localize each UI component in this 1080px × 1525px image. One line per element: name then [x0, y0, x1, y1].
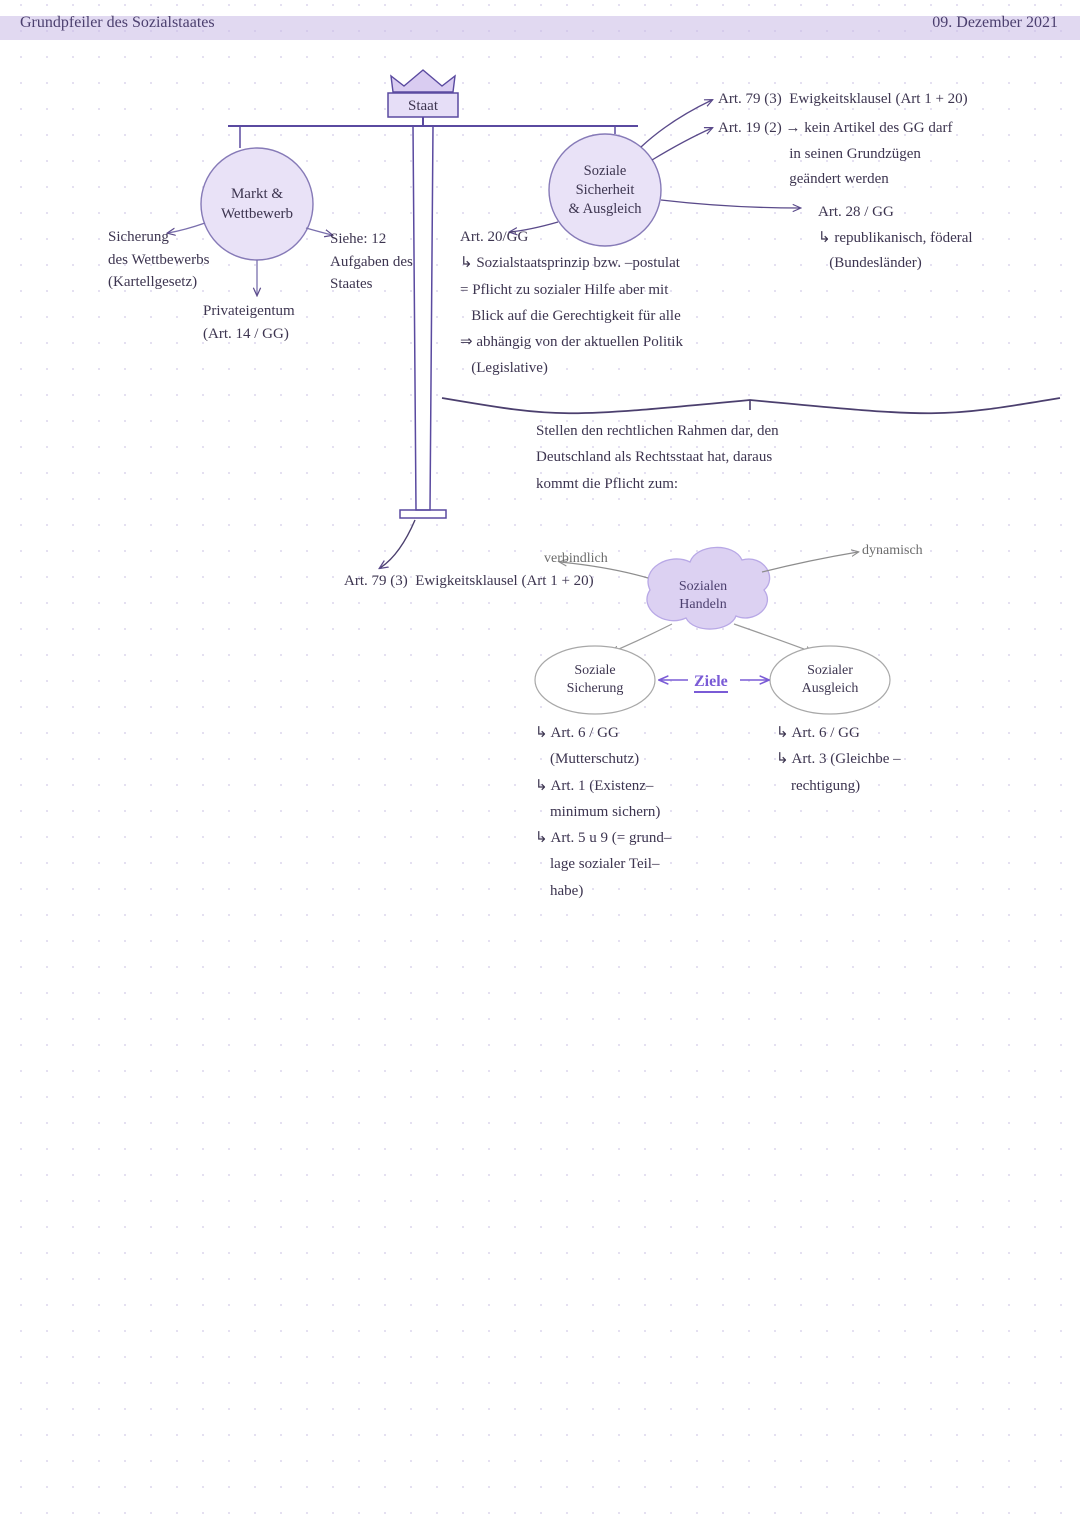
note-ausgleich: ↳ Art. 6 / GG ↳ Art. 3 (Gleichbe – recht…	[776, 720, 901, 799]
node-markt	[201, 148, 313, 260]
note-markt-left: Sicherung des Wettbewerbs (Kartellgesetz…	[108, 226, 209, 294]
svg-text:& Ausgleich: & Ausgleich	[569, 201, 643, 217]
node-markt-l2: Wettbewerb	[221, 206, 293, 222]
arrow-art28	[661, 200, 800, 208]
svg-text:Sozialer: Sozialer	[807, 663, 853, 678]
note-markt-down: Privateigentum (Art. 14 / GG)	[203, 300, 295, 345]
note-art20: Art. 20/GG ↳ Sozialstaatsprinzip bzw. –p…	[460, 224, 683, 382]
arrow-art79	[641, 100, 712, 147]
note-rahmen: Stellen den rechtlichen Rahmen dar, den …	[536, 418, 779, 497]
node-staat-label: Staat	[408, 98, 439, 114]
note-verbindlich: verbindlich	[544, 548, 608, 569]
svg-text:Soziale: Soziale	[574, 663, 615, 678]
arrow-to-art79b	[380, 520, 415, 568]
svg-text:Sicherheit: Sicherheit	[576, 182, 635, 198]
label-ziele: Ziele	[694, 670, 728, 694]
svg-text:Ausgleich: Ausgleich	[802, 681, 859, 696]
crown-icon	[391, 70, 455, 92]
arrow-art19	[652, 128, 712, 160]
svg-text:Sozialen: Sozialen	[679, 579, 727, 594]
note-art19: Art. 19 (2) → kein Artikel des GG darf i…	[718, 116, 953, 193]
note-art79: Art. 79 (3) Ewigkeitsklausel (Art 1 + 20…	[718, 88, 968, 111]
node-markt-l1: Markt &	[231, 186, 283, 202]
svg-text:Sicherung: Sicherung	[567, 681, 624, 696]
svg-text:Soziale: Soziale	[584, 163, 627, 179]
arrow-markt-right	[306, 228, 332, 235]
note-art79b: Art. 79 (3) Ewigkeitsklausel (Art 1 + 20…	[344, 570, 594, 593]
svg-text:Handeln: Handeln	[679, 597, 726, 612]
brace	[442, 398, 1060, 413]
pillar	[413, 126, 433, 510]
note-sicherung: ↳ Art. 6 / GG (Mutterschutz) ↳ Art. 1 (E…	[535, 720, 671, 904]
node-ausgleich	[770, 646, 890, 714]
note-dynamisch: dynamisch	[862, 540, 923, 561]
node-sicherung	[535, 646, 655, 714]
arrow-dynamisch	[762, 552, 858, 572]
note-art28: Art. 28 / GG ↳ republikanisch, föderal (…	[818, 200, 973, 277]
note-markt-right: Siehe: 12 Aufgaben des Staates	[330, 228, 413, 296]
